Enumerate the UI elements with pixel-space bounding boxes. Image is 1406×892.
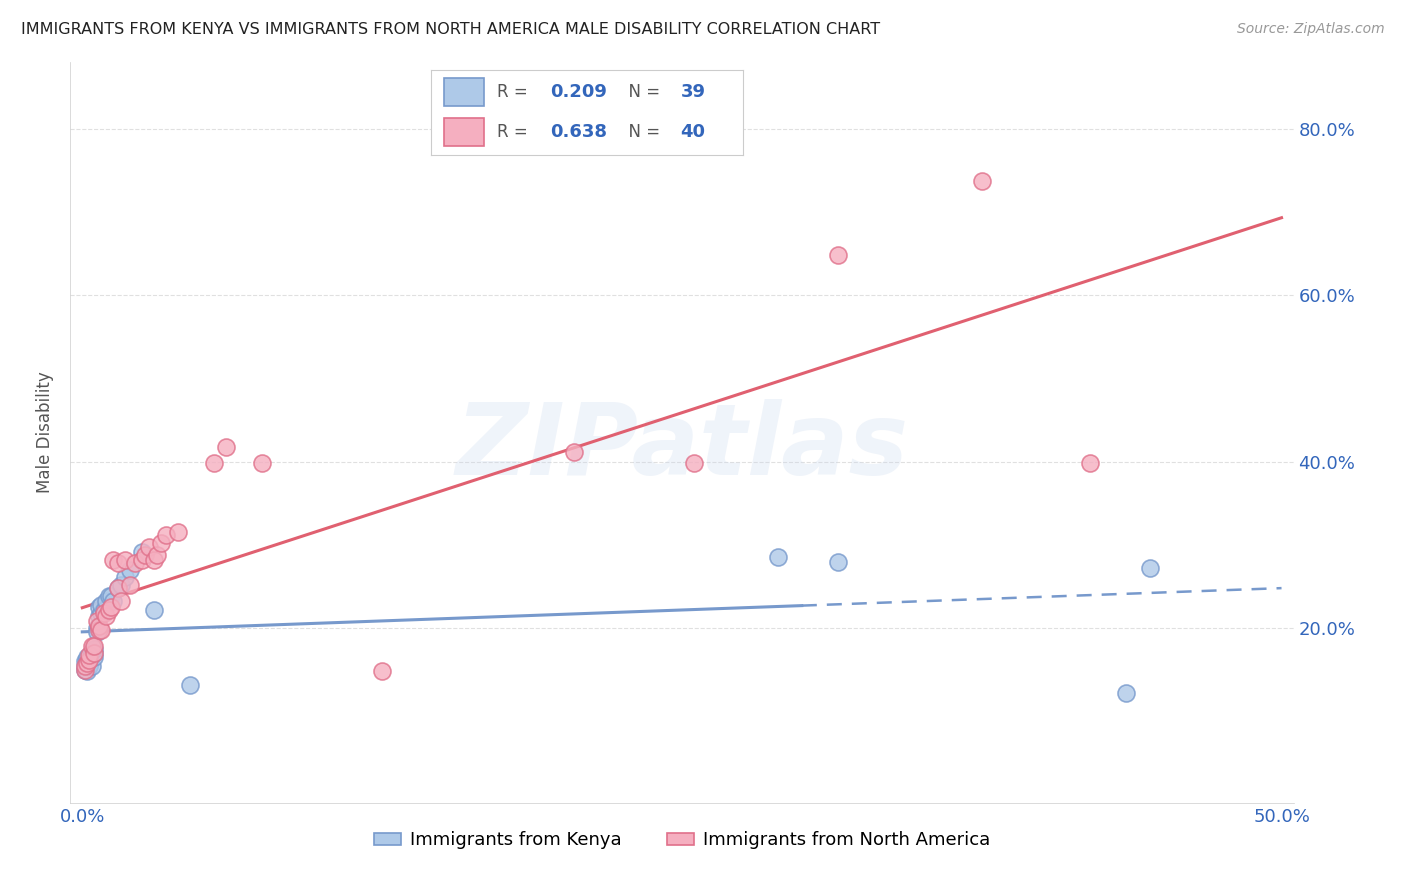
Point <box>80 648 103 662</box>
Point <box>83 650 105 665</box>
Point <box>100 600 122 615</box>
Point <box>124 556 146 570</box>
Point <box>562 444 585 458</box>
Point <box>120 578 142 592</box>
Text: Source: ZipAtlas.com: Source: ZipAtlas.com <box>1237 22 1385 37</box>
Point <box>79 656 101 670</box>
Point <box>87 600 110 615</box>
Legend: Immigrants from Kenya, Immigrants from North America: Immigrants from Kenya, Immigrants from N… <box>367 824 997 856</box>
Point <box>93 603 115 617</box>
Point <box>145 548 167 562</box>
Point <box>143 553 166 567</box>
Point <box>80 658 103 673</box>
Point <box>114 553 136 567</box>
Point <box>79 658 101 673</box>
Point <box>87 619 110 633</box>
Point <box>86 615 108 629</box>
Point <box>103 553 125 567</box>
Point <box>107 581 129 595</box>
Point <box>103 594 125 608</box>
Point <box>80 640 103 654</box>
Point <box>1115 686 1137 700</box>
Point <box>100 590 122 604</box>
Point <box>110 578 132 592</box>
Point <box>87 623 110 637</box>
Point <box>114 569 136 583</box>
Point <box>827 248 849 262</box>
Point <box>87 608 110 623</box>
Point <box>93 606 115 620</box>
Point <box>215 440 238 454</box>
Point <box>131 553 153 567</box>
Point <box>90 598 112 612</box>
Point <box>827 555 849 569</box>
Point <box>79 653 101 667</box>
Point <box>155 528 177 542</box>
Point <box>131 544 153 558</box>
Text: IMMIGRANTS FROM KENYA VS IMMIGRANTS FROM NORTH AMERICA MALE DISABILITY CORRELATI: IMMIGRANTS FROM KENYA VS IMMIGRANTS FROM… <box>21 22 880 37</box>
Text: ZIPatlas: ZIPatlas <box>456 399 908 496</box>
Point <box>80 644 103 658</box>
Point <box>107 556 129 570</box>
Point <box>83 646 105 660</box>
Point <box>683 457 706 471</box>
Point <box>79 648 101 662</box>
Point <box>179 678 201 692</box>
Point <box>110 594 132 608</box>
Point <box>766 550 789 565</box>
Point <box>73 658 96 673</box>
Point <box>76 665 98 679</box>
Point <box>250 457 273 471</box>
Point <box>76 653 98 667</box>
Point <box>90 623 112 637</box>
Point <box>96 608 118 623</box>
Point <box>83 640 105 654</box>
Point <box>143 603 166 617</box>
Point <box>167 525 190 540</box>
Point <box>83 641 105 656</box>
Y-axis label: Male Disability: Male Disability <box>37 372 55 493</box>
Point <box>90 606 112 620</box>
Point <box>86 625 108 640</box>
Point <box>76 650 98 665</box>
Point <box>134 548 156 562</box>
Point <box>150 536 173 550</box>
Point <box>86 621 108 635</box>
Point <box>1078 457 1101 471</box>
Point <box>73 654 96 668</box>
Point <box>970 173 993 187</box>
Point <box>1139 561 1161 575</box>
Point <box>371 665 394 679</box>
Point <box>97 603 120 617</box>
Point <box>83 646 105 660</box>
Point <box>202 457 225 471</box>
Point <box>138 540 160 554</box>
Point <box>76 656 98 670</box>
Point <box>97 590 120 604</box>
Point <box>73 663 96 677</box>
Point <box>73 663 96 677</box>
Point <box>79 653 101 667</box>
Point <box>96 594 118 608</box>
Point <box>120 563 142 577</box>
Point <box>107 581 129 595</box>
Point <box>79 657 101 672</box>
Point <box>73 658 96 673</box>
Point <box>76 656 98 670</box>
